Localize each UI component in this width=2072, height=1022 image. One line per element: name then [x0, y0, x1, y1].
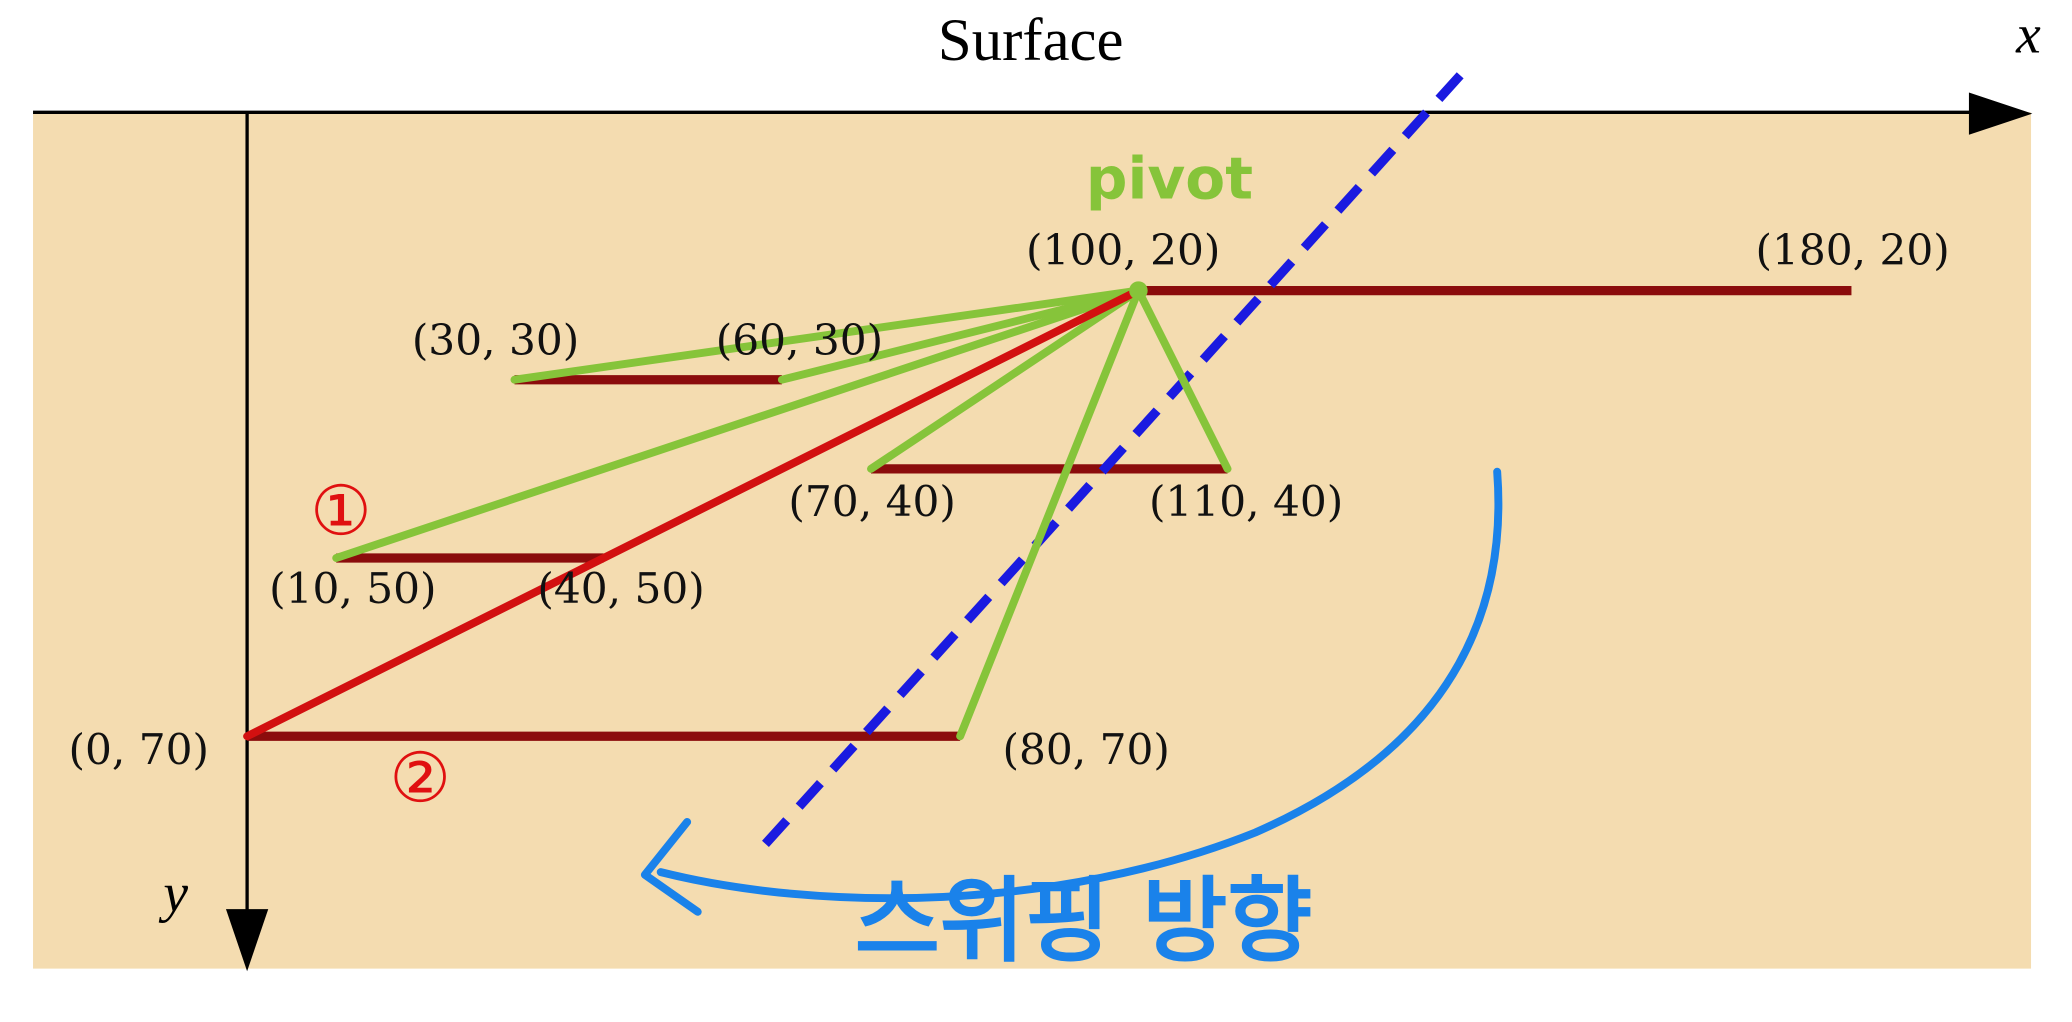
point-label: (110, 40): [1149, 477, 1343, 526]
ray: [867, 286, 1143, 473]
point-label: (10, 50): [269, 564, 436, 613]
x-arrowhead: [1968, 92, 2033, 135]
ray: [510, 286, 1143, 384]
ray-selected: [243, 286, 1143, 741]
y-arrowhead: [225, 909, 269, 972]
y-axis-label: y: [158, 863, 188, 924]
subsurface: [33, 112, 2032, 969]
pivot-note: pivot: [1086, 144, 1253, 212]
point-label: (0, 70): [68, 725, 209, 774]
point-label: (70, 40): [788, 477, 955, 526]
note-two: ②: [389, 738, 451, 818]
sweep-arrow: [656, 467, 1503, 903]
sweep-arrowhead: [640, 817, 702, 916]
point-label: (60, 30): [716, 316, 883, 365]
point-label: (180, 20): [1755, 226, 1949, 275]
ray: [956, 286, 1143, 741]
point-label: (40, 50): [537, 564, 704, 613]
pivot-line: [760, 72, 1464, 849]
title: Surface: [938, 7, 1124, 74]
ray: [1134, 286, 1232, 473]
sweep-note: 스위핑 방향: [855, 867, 1313, 975]
note-one: ①: [310, 471, 372, 551]
x-axis-label: x: [2015, 4, 2041, 65]
point-label: (100, 20): [1026, 226, 1220, 275]
ray: [332, 286, 1143, 562]
pivot-point: [1129, 281, 1148, 300]
point-label: (30, 30): [412, 316, 579, 365]
point-label: (80, 70): [1003, 725, 1170, 774]
ray: [777, 286, 1143, 384]
